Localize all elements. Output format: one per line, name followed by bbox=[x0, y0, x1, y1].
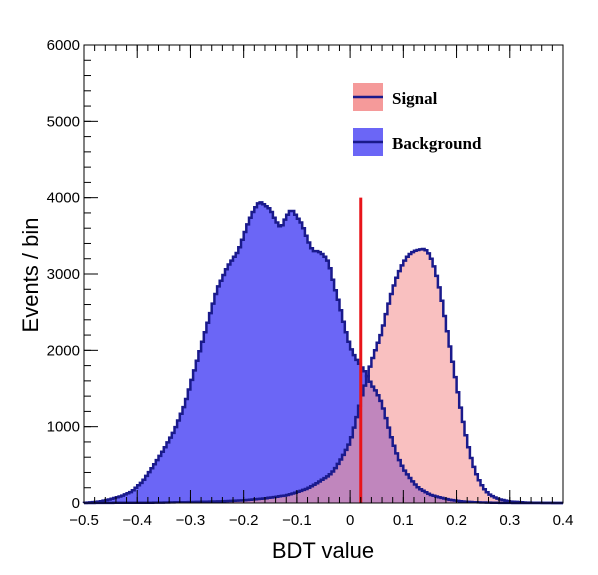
x-tick-label: 0.2 bbox=[446, 512, 467, 529]
y-tick-label: 3000 bbox=[47, 266, 80, 283]
x-tick-label: −0.4 bbox=[122, 512, 152, 529]
y-tick-label: 1000 bbox=[47, 419, 80, 436]
x-tick-label: 0.3 bbox=[499, 512, 520, 529]
background-histogram-fill bbox=[84, 202, 563, 503]
legend-item-signal: Signal bbox=[353, 83, 438, 111]
y-axis-ticks bbox=[84, 44, 98, 504]
signal-histogram-outline bbox=[84, 247, 563, 505]
x-tick-label: 0.4 bbox=[553, 512, 574, 529]
y-tick-label: 4000 bbox=[47, 190, 80, 207]
legend-signal-label: Signal bbox=[392, 89, 438, 108]
y-tick-label: 2000 bbox=[47, 342, 80, 359]
x-tick-label: −0.5 bbox=[69, 512, 99, 529]
x-tick-label: −0.2 bbox=[229, 512, 259, 529]
y-axis-title: Events / bin bbox=[18, 218, 43, 333]
legend: Signal Background bbox=[353, 83, 482, 156]
x-tick-label: −0.3 bbox=[176, 512, 206, 529]
y-tick-label: 6000 bbox=[47, 37, 80, 54]
x-tick-label: 0 bbox=[346, 512, 354, 529]
y-axis-tick-labels: 0 1000 2000 3000 4000 5000 6000 bbox=[47, 37, 80, 512]
x-axis-ticks bbox=[83, 45, 564, 503]
y-tick-label: 0 bbox=[72, 495, 80, 512]
y-tick-label: 5000 bbox=[47, 113, 80, 130]
background-histogram-outline bbox=[82, 201, 563, 505]
x-tick-label: 0.1 bbox=[393, 512, 414, 529]
plot-area bbox=[82, 197, 563, 505]
x-tick-label: −0.1 bbox=[282, 512, 312, 529]
legend-item-background: Background bbox=[353, 128, 482, 156]
legend-background-label: Background bbox=[392, 134, 482, 153]
x-axis-title: BDT value bbox=[272, 538, 374, 563]
x-axis-tick-labels: −0.5 −0.4 −0.3 −0.2 −0.1 0 0.1 0.2 0.3 0.4 bbox=[69, 512, 573, 529]
